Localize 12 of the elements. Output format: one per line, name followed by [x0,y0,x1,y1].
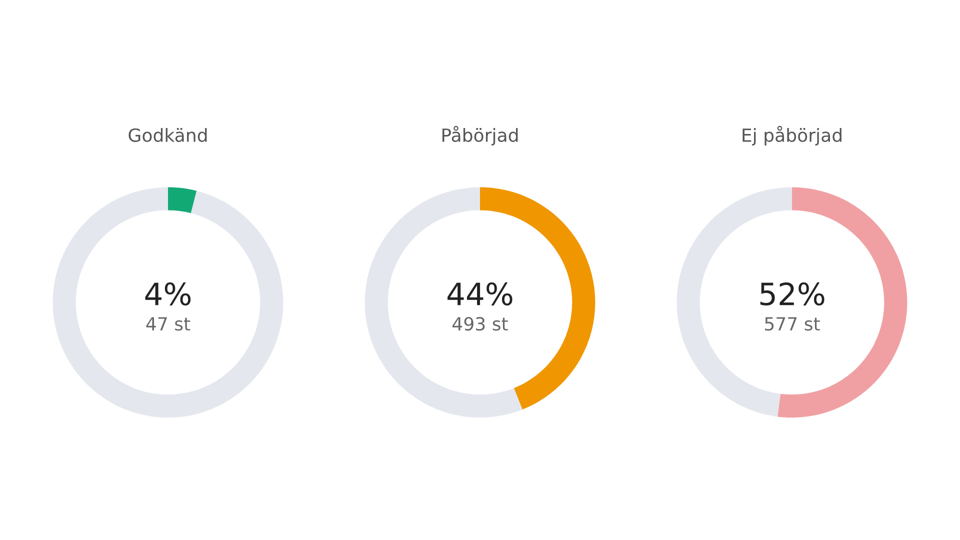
chart-title: Ej påbörjad [742,126,842,146]
text: 44% [448,282,512,306]
text: 493 st [452,317,508,331]
chart-title: Påbörjad [442,126,518,146]
text: 577 st [765,317,820,331]
chart-title: Godkänd [128,128,207,142]
text: 52% [760,282,824,306]
donut-slice [168,187,197,214]
text: 47 st [146,317,190,331]
donut-slice [364,187,522,418]
donut-slice [52,187,284,418]
text: 4% [145,282,191,306]
